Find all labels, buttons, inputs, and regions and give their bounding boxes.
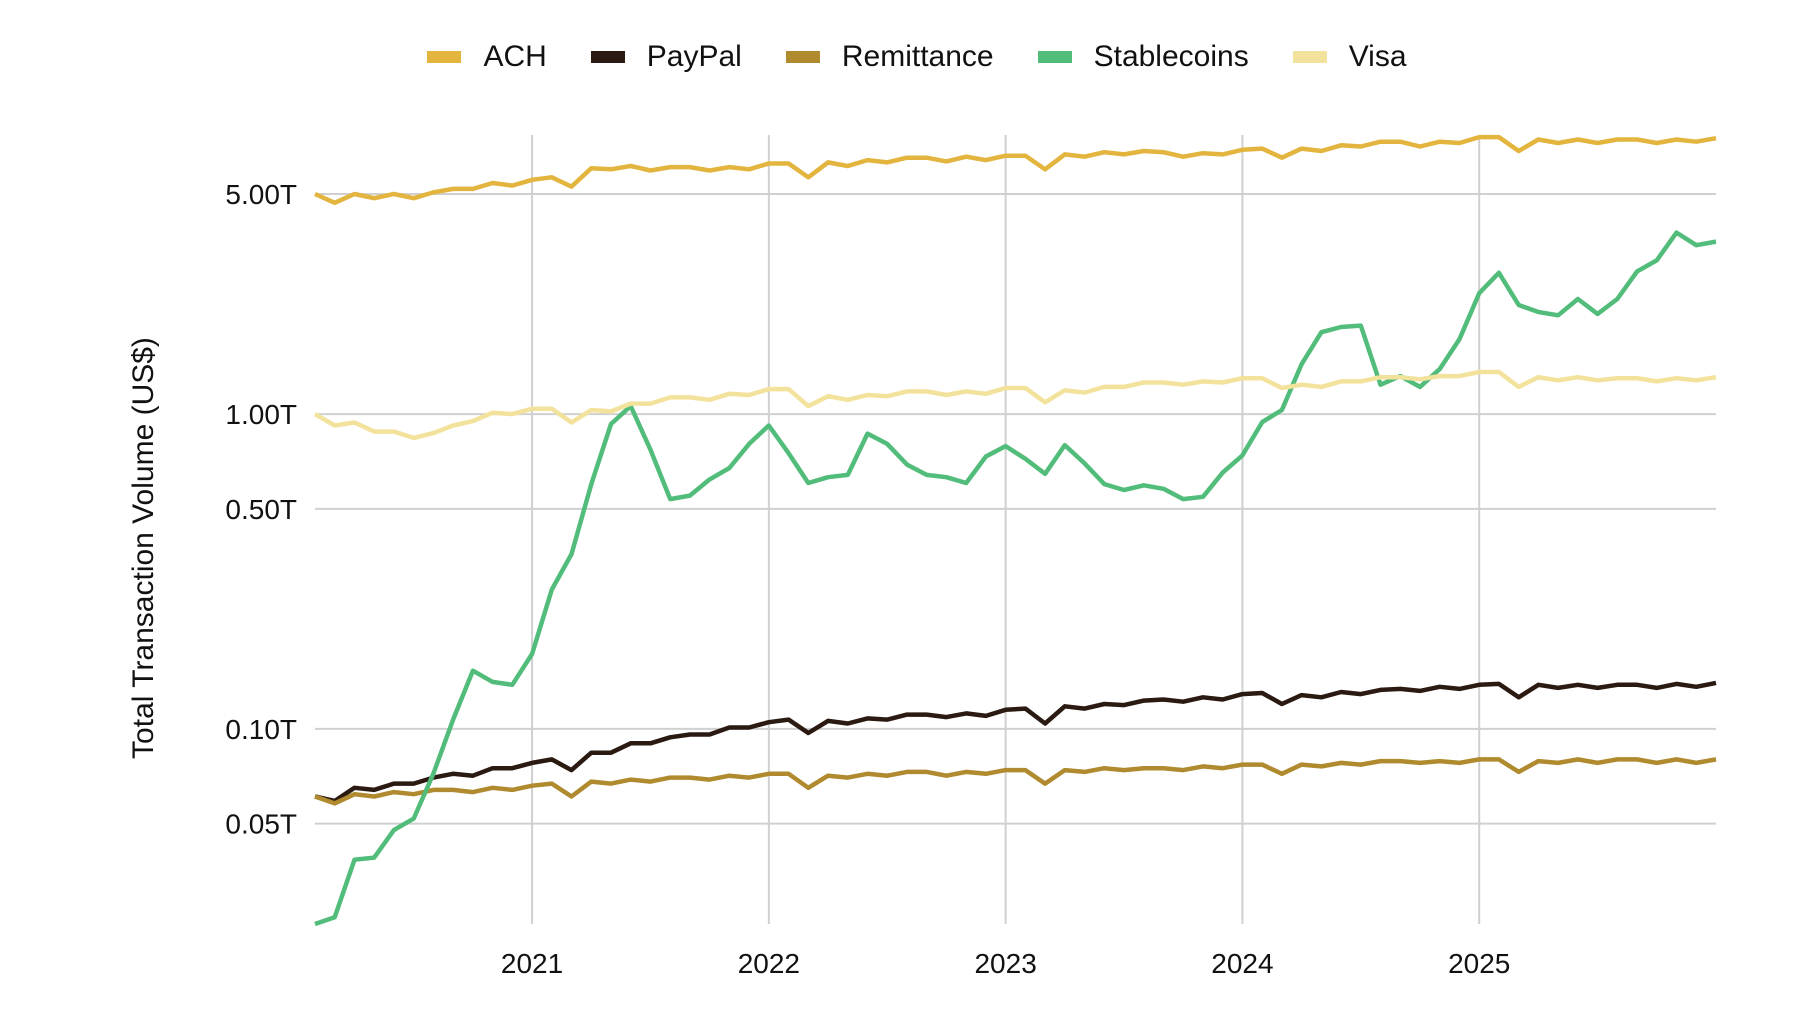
x-tick-label: 2021	[501, 948, 563, 979]
legend-item-visa: Visa	[1292, 40, 1407, 74]
y-axis-label: Total Transaction Volume (US$)	[127, 337, 160, 759]
legend-swatch	[427, 51, 462, 63]
series-line-paypal	[314, 680, 1717, 804]
gridlines	[315, 135, 1716, 924]
legend-item-ach: ACH	[427, 40, 547, 74]
axes: 0.05T 0.10T 0.50T 1.00T 5.00T 2021 2022 2023 202…	[225, 179, 1510, 979]
y-tick-label: 0.05T	[225, 809, 297, 840]
series-line-visa	[313, 369, 1717, 441]
y-tick-label: 0.10T	[225, 714, 297, 745]
x-tick-label: 2023	[974, 948, 1036, 979]
x-tick-label: 2025	[1448, 948, 1510, 979]
y-tick-label: 0.50T	[225, 494, 297, 525]
series-lines	[313, 134, 1717, 927]
legend-swatch	[1037, 51, 1072, 63]
legend-item-paypal: PayPal	[590, 40, 742, 74]
x-tick-label: 2024	[1211, 948, 1273, 979]
series-line-stablecoins	[314, 230, 1717, 927]
series-line-ach	[314, 134, 1717, 206]
series-line-remittance	[314, 757, 1717, 806]
x-tick-label: 2022	[738, 948, 800, 979]
y-tick-label: 5.00T	[225, 179, 297, 210]
legend-label: ACH	[483, 40, 547, 73]
y-tick-label: 1.00T	[225, 399, 297, 430]
legend-label: Stablecoins	[1093, 40, 1249, 73]
legend-swatch	[1292, 51, 1327, 63]
legend-swatch	[590, 51, 625, 63]
legend-label: Visa	[1348, 40, 1407, 73]
legend-item-stablecoins: Stablecoins	[1037, 40, 1249, 74]
legend: ACH PayPal Remittance Stablecoins Visa	[0, 40, 1800, 74]
legend-swatch	[785, 51, 820, 63]
legend-label: PayPal	[646, 40, 742, 73]
legend-label: Remittance	[841, 40, 994, 73]
legend-item-remittance: Remittance	[785, 40, 994, 74]
